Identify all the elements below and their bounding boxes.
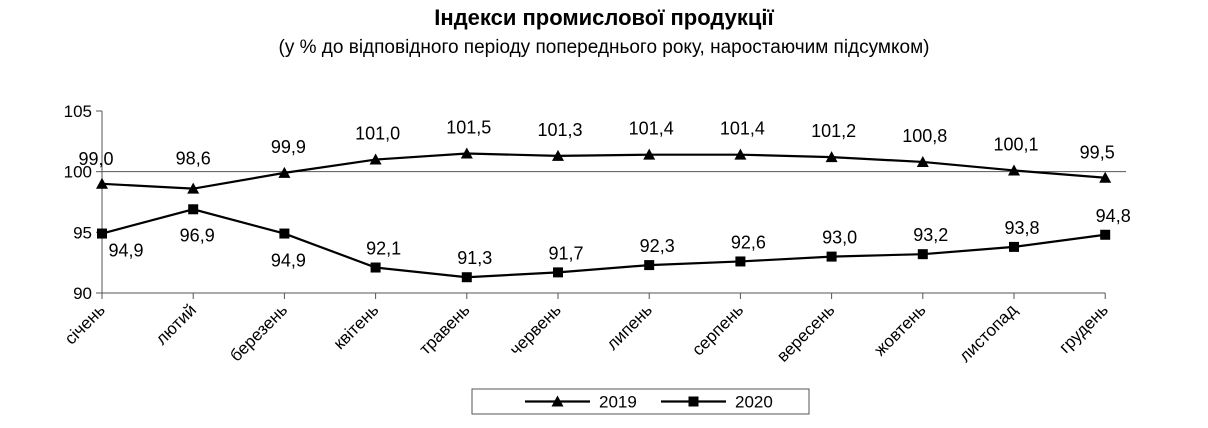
data-point-2019 [278, 166, 291, 178]
x-tick-label: грудень [1055, 300, 1112, 357]
data-point-2019 [643, 148, 656, 160]
data-point-2020 [644, 260, 655, 271]
data-point-2019 [369, 153, 382, 165]
x-tick-label: березень [226, 300, 291, 365]
series-line-2019 [101, 152, 1106, 190]
data-point-2019 [825, 151, 838, 163]
chart-title: Індекси промислової продукції [434, 5, 774, 30]
data-label-2020: 94,8 [1096, 206, 1131, 226]
data-label-2020: 91,3 [457, 248, 492, 268]
data-label-2019: 101,4 [629, 119, 674, 139]
y-tick-label: 100 [64, 163, 92, 182]
data-label-2020: 93,8 [1004, 218, 1039, 238]
data-point-2019 [187, 182, 200, 194]
data-point-2020 [826, 251, 837, 262]
data-label-2019: 100,1 [993, 134, 1038, 154]
data-label-2020: 91,7 [548, 243, 583, 263]
chart-subtitle: (у % до відповідного періоду попередньог… [278, 37, 930, 58]
x-tick-label: травень [415, 300, 473, 358]
data-label-2020: 93,2 [913, 225, 948, 245]
series-line-2020 [101, 208, 1106, 279]
data-point-2020 [1009, 241, 1019, 252]
data-point-2020 [461, 272, 472, 283]
data-point-2019 [1099, 171, 1112, 183]
data-label-2020: 93,0 [822, 228, 857, 248]
data-label-2020: 92,6 [731, 232, 766, 252]
data-label-2019: 98,6 [176, 149, 211, 169]
legend-label-2020: 2020 [735, 393, 773, 412]
x-tick-label: жовтень [870, 300, 929, 359]
data-label-2020: 96,9 [180, 225, 215, 245]
data-point-2020 [1100, 229, 1111, 240]
data-point-2019 [916, 155, 929, 167]
data-label-2020: 94,9 [108, 241, 143, 261]
legend-marker-2020 [688, 396, 699, 407]
y-tick-label: 105 [64, 102, 92, 121]
x-tick-label: квітень [330, 300, 383, 353]
legend-marker-2019 [551, 395, 564, 407]
data-point-2019 [460, 147, 473, 159]
y-tick-label: 95 [73, 223, 92, 242]
data-point-2020 [370, 262, 381, 273]
data-point-2019 [552, 149, 564, 161]
data-point-2020 [279, 228, 290, 239]
y-tick-label: 90 [73, 284, 92, 303]
data-point-2019 [96, 177, 108, 189]
data-point-2020 [553, 267, 563, 278]
data-point-2020 [97, 228, 107, 239]
data-label-2019: 101,0 [355, 124, 400, 144]
x-tick-label: лютий [152, 300, 200, 348]
data-point-2020 [917, 249, 928, 260]
legend-label-2019: 2019 [599, 393, 637, 412]
data-label-2019: 101,4 [720, 119, 765, 139]
x-tick-label: листопад [955, 300, 1020, 365]
data-point-2020 [735, 256, 746, 267]
data-label-2020: 94,9 [271, 251, 306, 271]
data-label-2019: 99,0 [78, 149, 113, 169]
data-label-2019: 99,9 [271, 137, 306, 157]
x-tick-label: вересень [773, 300, 838, 365]
x-tick-label: січень [61, 300, 109, 348]
data-label-2019: 99,5 [1080, 143, 1115, 163]
data-label-2019: 101,2 [811, 121, 856, 141]
data-point-2019 [1008, 164, 1020, 176]
data-label-2020: 92,1 [366, 239, 401, 259]
data-point-2020 [188, 204, 199, 215]
data-label-2019: 101,3 [537, 120, 582, 140]
x-tick-label: липень [603, 300, 656, 353]
data-label-2020: 92,3 [640, 236, 675, 256]
x-tick-label: червень [506, 300, 565, 359]
data-point-2019 [734, 148, 747, 160]
x-tick-label: серпень [688, 300, 747, 359]
data-label-2019: 100,8 [902, 126, 947, 146]
data-label-2019: 101,5 [446, 117, 491, 137]
